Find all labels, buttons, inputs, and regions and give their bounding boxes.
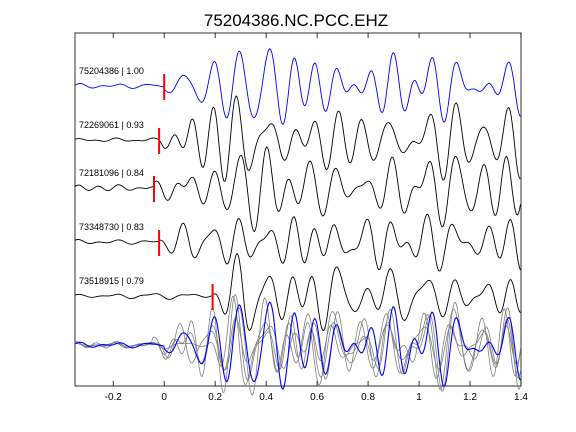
overlay-reference-line <box>74 301 521 390</box>
trace-line <box>74 146 521 233</box>
trace-label: 73518915 | 0.79 <box>79 276 144 286</box>
traces-layer <box>74 48 521 331</box>
trace-labels: 75204386 | 1.00 72269061 | 0.93 72181096 |… <box>79 66 144 286</box>
x-tick-label: 0.6 <box>310 392 324 403</box>
trace-label: 72269061 | 0.93 <box>79 120 144 130</box>
plot-area: 75204386 | 1.00 72269061 | 0.93 72181096 |… <box>74 32 528 403</box>
trace-label: 75204386 | 1.00 <box>79 66 144 76</box>
axes-frame <box>74 32 522 387</box>
x-tick-label: 0.4 <box>259 392 273 403</box>
x-tick-label: -0.2 <box>105 392 123 403</box>
overlay-trace-line <box>74 297 521 396</box>
x-tick-label: 0.2 <box>208 392 222 403</box>
trace-label: 72181096 | 0.84 <box>79 168 144 178</box>
x-tick-label: 1 <box>416 392 422 403</box>
overlay-trace-line <box>74 295 521 386</box>
trace-line <box>74 213 521 272</box>
pick-markers <box>153 74 214 310</box>
trace-line <box>74 252 521 331</box>
trace-line <box>74 48 521 126</box>
x-axis: -0.2 0 0.2 0.4 0.6 0.8 1 1.2 1.4 <box>105 33 528 403</box>
overlay-trace-line <box>74 312 521 379</box>
trace-label: 73348730 | 0.83 <box>79 222 144 232</box>
x-tick-label: 1.4 <box>514 392 528 403</box>
x-tick-label: 0.8 <box>361 392 375 403</box>
chart-title: 75204386.NC.PCC.EHZ <box>204 11 388 30</box>
overlay-stack <box>74 293 521 396</box>
trace-line <box>74 95 521 183</box>
x-tick-label: 1.2 <box>463 392 477 403</box>
x-tick-label: 0 <box>161 392 167 403</box>
